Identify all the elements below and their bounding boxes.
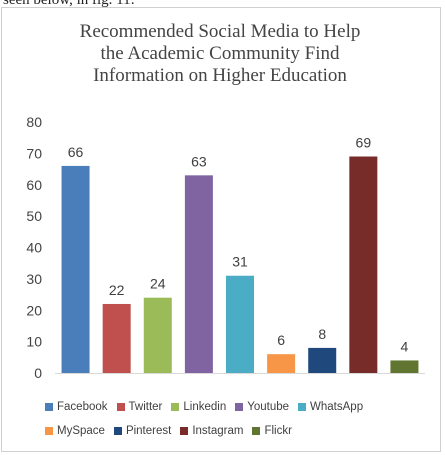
bar-linkedin — [143, 297, 172, 373]
legend-item-linkedin: Linkedin — [171, 401, 226, 413]
bar-flickr — [390, 360, 419, 373]
legend-row: Facebook Twitter Linkedin Youtube WhatsApp — [45, 401, 372, 413]
legend-item-whatsapp: WhatsApp — [298, 401, 363, 413]
legend-swatch — [45, 427, 53, 435]
legend-label: Pinterest — [125, 425, 172, 437]
data-label: 22 — [109, 282, 125, 298]
legend-label: Linkedin — [183, 401, 227, 413]
legend-swatch — [116, 403, 125, 411]
document-text-fragment: seen below, in fig. 11: — [3, 0, 135, 8]
y-tick-label: 20 — [26, 302, 42, 318]
legend-item-twitter: Twitter — [116, 401, 163, 413]
y-tick-label: 40 — [26, 240, 42, 256]
y-tick-label: 30 — [26, 271, 42, 287]
bar-instagram — [349, 156, 378, 373]
legend-label: Instagram — [192, 425, 244, 437]
bar-facebook — [61, 165, 90, 373]
legend-label: Twitter — [128, 401, 163, 413]
legend-swatch — [235, 403, 244, 411]
legend-item-flickr: Flickr — [252, 425, 292, 437]
data-label: 31 — [232, 254, 248, 270]
legend-swatch — [180, 427, 189, 435]
legend-item-youtube: Youtube — [235, 401, 289, 413]
legend-swatch — [45, 403, 53, 411]
chart-title-line: the Academic Community Find — [100, 43, 340, 64]
legend-swatch — [298, 403, 307, 411]
legend-swatch — [252, 427, 261, 435]
legend-row: MySpace Pinterest Instagram Flickr — [45, 425, 301, 437]
bar-myspace — [267, 354, 296, 373]
legend-swatch — [113, 427, 122, 435]
chart-title-line: Recommended Social Media to Help — [79, 21, 361, 42]
y-tick-label: 50 — [26, 208, 42, 224]
y-tick-label: 80 — [26, 114, 42, 130]
y-tick-label: 70 — [26, 145, 42, 161]
legend-item-instagram: Instagram — [180, 425, 243, 437]
bar-pinterest — [308, 347, 337, 373]
y-tick-label: 10 — [26, 334, 42, 350]
legend-label: Youtube — [247, 401, 290, 413]
chart-title-line: Information on Higher Education — [93, 65, 347, 86]
data-label: 4 — [401, 338, 409, 354]
legend-item-facebook: Facebook — [45, 401, 108, 413]
data-label: 63 — [191, 153, 207, 169]
bar-youtube — [184, 175, 213, 373]
chart-title: Recommended Social Media to Help the Aca… — [10, 21, 430, 87]
legend-label: WhatsApp — [310, 401, 364, 413]
y-tick-label: 0 — [34, 365, 42, 381]
data-label: 8 — [318, 326, 326, 342]
legend-item-pinterest: Pinterest — [113, 425, 172, 437]
bar-twitter — [102, 303, 131, 373]
data-label: 66 — [68, 144, 84, 160]
legend-label: Flickr — [264, 425, 292, 437]
legend-item-myspace: MySpace — [45, 425, 105, 437]
legend-label: Facebook — [57, 401, 108, 413]
data-label: 69 — [356, 135, 372, 151]
legend-label: MySpace — [57, 425, 105, 437]
data-label: 6 — [277, 332, 285, 348]
legend-swatch — [171, 403, 180, 411]
data-label: 24 — [150, 276, 166, 292]
bar-whatsapp — [226, 275, 254, 373]
y-tick-label: 60 — [26, 177, 42, 193]
